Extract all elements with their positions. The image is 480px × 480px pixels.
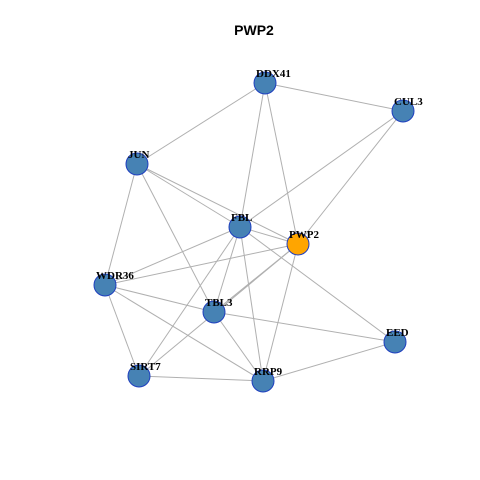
node-label: SIRT7	[130, 361, 161, 373]
edge	[136, 163, 241, 228]
node-label: TBL3	[205, 297, 233, 309]
edge	[104, 226, 241, 286]
node	[125, 152, 149, 176]
node-label: DDX41	[256, 68, 291, 80]
edge	[239, 226, 396, 343]
edge	[264, 82, 299, 245]
edges	[104, 82, 404, 382]
node-label: JUN	[128, 149, 149, 161]
node	[253, 71, 277, 95]
edge	[136, 82, 266, 165]
edge	[104, 243, 299, 286]
edge	[213, 311, 264, 382]
node	[93, 273, 117, 297]
edge	[104, 163, 138, 286]
edge	[264, 82, 404, 112]
node-label: PWP2	[289, 229, 319, 241]
edge	[138, 375, 264, 382]
title: PWP2	[234, 22, 274, 38]
edge	[136, 163, 215, 313]
node-label: RRP9	[254, 366, 283, 378]
node	[127, 364, 151, 388]
node	[228, 215, 252, 239]
node	[202, 300, 226, 324]
edge	[239, 82, 266, 228]
node	[286, 232, 310, 256]
node-label: EED	[386, 327, 409, 339]
node	[251, 369, 275, 393]
edge	[213, 226, 241, 313]
nodes: DDX41 CUL3 JUN FBL PWP2 WDR36 TBL3 EED SIRT7 RRP9	[93, 68, 423, 393]
edge	[104, 284, 140, 377]
node-label: CUL3	[394, 96, 423, 108]
edge	[104, 284, 264, 382]
edge	[262, 243, 299, 382]
edge	[136, 163, 299, 245]
edge	[104, 284, 215, 313]
node	[391, 99, 415, 123]
node-label: FBL	[231, 212, 252, 224]
edge	[213, 311, 396, 343]
edge	[262, 341, 396, 382]
edge	[239, 226, 264, 382]
node-label: WDR36	[96, 270, 134, 282]
node	[383, 330, 407, 354]
edge	[239, 110, 404, 228]
edge	[138, 226, 241, 377]
edge	[297, 110, 404, 245]
